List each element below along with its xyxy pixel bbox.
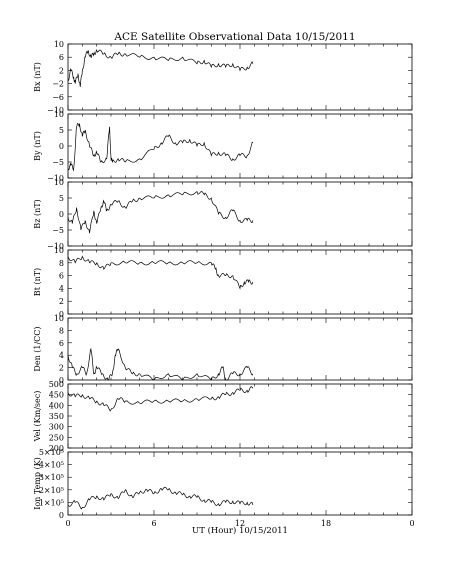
panels-group: 10 6 2 −2 −6 −10 Bx (nT) 10 5 0 −5 −10 By (nT) 10 5 0 −5… (33, 40, 415, 528)
y-tick-label: 0 (59, 310, 64, 319)
panel-3: 10 5 0 −5 −10 Bz (nT) (33, 178, 413, 251)
y-axis-label: Bz (nT) (33, 199, 42, 228)
y-tick-label: 10 (54, 178, 64, 187)
y-tick-label: −2 (52, 80, 64, 89)
y-tick-label: −10 (47, 106, 64, 115)
y-tick-label: 8 (59, 326, 64, 335)
y-tick-label: 8 (59, 259, 64, 268)
data-series-line (67, 122, 254, 172)
x-tick-label: 12 (235, 519, 245, 528)
y-axis-label: Den (1/CC) (33, 326, 42, 371)
panel-5: 10 8 6 4 2 0 Den (1/CC) (33, 314, 413, 385)
data-series-line (67, 49, 254, 87)
data-series-line (67, 191, 254, 234)
panel-7: 5×10⁵ 4×10⁵ 3×10⁵ 2×10⁵ 1×10⁵ 0 Ion Temp (K) 0 6… (33, 448, 415, 528)
y-tick-label: −6 (52, 93, 64, 102)
y-tick-label: 300 (49, 423, 64, 432)
y-tick-label: 2 (59, 364, 64, 373)
y-tick-label: 10 (54, 110, 64, 119)
panel-frame (67, 451, 413, 516)
panel-frame (67, 181, 413, 247)
y-tick-label: 5×10⁵ (39, 448, 64, 457)
figure-title: ACE Satellite Observational Data 10/15/2… (113, 31, 355, 43)
panel-2: 10 5 0 −5 −10 By (nT) (33, 110, 413, 183)
y-tick-label: 4 (59, 351, 64, 360)
y-tick-label: 0 (59, 210, 64, 219)
y-tick-label: 6 (59, 53, 64, 62)
panel-4: 10 8 6 4 2 0 Bt (nT) (33, 246, 413, 319)
y-axis-label: Ion Temp (K) (33, 457, 42, 510)
y-tick-label: 10 (54, 314, 64, 323)
y-axis-label: By (nT) (33, 131, 42, 161)
y-tick-label: 5 (59, 126, 64, 135)
panel-frame (67, 383, 413, 449)
y-tick-label: 2 (59, 297, 64, 306)
y-tick-label: 10 (54, 246, 64, 255)
y-tick-label: 250 (49, 433, 64, 442)
y-tick-label: 400 (49, 401, 64, 410)
y-tick-label: −5 (52, 226, 64, 235)
y-tick-label: 4 (59, 284, 64, 293)
y-tick-label: 500 (49, 380, 64, 389)
x-tick-label: 18 (321, 519, 331, 528)
y-tick-label: −10 (47, 174, 64, 183)
panel-frame (67, 317, 413, 381)
panel-1: 10 6 2 −2 −6 −10 Bx (nT) (33, 40, 413, 115)
panel-frame (67, 249, 413, 315)
y-tick-label: 0 (59, 376, 64, 385)
y-tick-label: −5 (52, 158, 64, 167)
y-tick-label: 0 (59, 511, 64, 520)
panel-frame (67, 113, 413, 179)
y-axis-label: Bx (nT) (33, 62, 42, 92)
x-tick-label: 0 (409, 519, 414, 528)
y-tick-label: 350 (49, 412, 64, 421)
y-tick-label: 10 (54, 40, 64, 49)
y-tick-label: 6 (59, 272, 64, 281)
y-tick-label: 2 (59, 66, 64, 75)
y-tick-label: 2×10⁵ (39, 486, 64, 495)
y-axis-label: Bt (nT) (33, 268, 42, 296)
data-series-line (67, 486, 254, 510)
y-tick-label: 4×10⁵ (39, 461, 64, 470)
y-tick-label: 450 (49, 391, 64, 400)
y-tick-label: 0 (59, 142, 64, 151)
x-tick-label: 0 (65, 519, 70, 528)
y-tick-label: 6 (59, 339, 64, 348)
x-axis-label: UT (Hour) 10/15/2011 (192, 525, 288, 536)
y-tick-label: 3×10⁵ (39, 473, 64, 482)
data-series-line (67, 347, 254, 381)
y-tick-label: −10 (47, 242, 64, 251)
panel-frame (67, 43, 413, 111)
y-tick-label: 200 (49, 444, 64, 453)
data-series-line (67, 386, 254, 412)
data-series-line (67, 255, 254, 290)
x-tick-label: 6 (151, 519, 156, 528)
y-axis-label: Vel (Km/sec) (33, 391, 42, 443)
y-tick-label: 1×10⁵ (39, 498, 64, 507)
y-tick-label: 5 (59, 194, 64, 203)
